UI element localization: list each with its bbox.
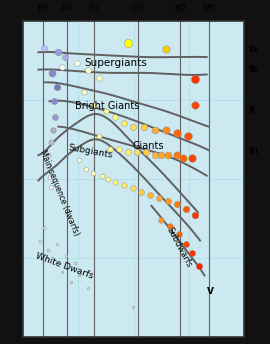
- Point: [175, 152, 179, 158]
- Point: [126, 149, 130, 155]
- Point: [175, 202, 179, 207]
- Text: A0: A0: [61, 4, 73, 13]
- Point: [99, 173, 104, 179]
- Point: [113, 179, 117, 185]
- Point: [113, 115, 117, 120]
- Point: [104, 108, 108, 114]
- Text: B0: B0: [37, 4, 49, 13]
- Text: III: III: [248, 148, 258, 157]
- Point: [144, 149, 148, 155]
- Text: Giants: Giants: [132, 141, 164, 151]
- Text: K0: K0: [174, 4, 186, 13]
- Point: [130, 124, 135, 129]
- Point: [164, 46, 168, 52]
- Point: [122, 121, 126, 126]
- Point: [108, 146, 113, 152]
- Point: [93, 102, 97, 107]
- Text: White Dwarfs: White Dwarfs: [34, 251, 94, 280]
- Text: Bright Giants: Bright Giants: [75, 101, 139, 111]
- Point: [177, 232, 181, 237]
- Point: [47, 174, 52, 180]
- Point: [186, 133, 190, 139]
- Point: [51, 127, 55, 132]
- Point: [175, 130, 179, 136]
- Point: [97, 75, 102, 80]
- Point: [46, 163, 50, 169]
- Point: [126, 40, 130, 45]
- Point: [192, 76, 197, 82]
- Point: [59, 64, 64, 69]
- Point: [77, 273, 82, 278]
- Point: [53, 115, 57, 120]
- Point: [135, 149, 139, 155]
- Point: [157, 195, 161, 201]
- Point: [190, 250, 194, 256]
- Point: [164, 127, 168, 132]
- Text: F0: F0: [88, 4, 99, 13]
- Point: [56, 50, 60, 55]
- Point: [141, 124, 146, 129]
- Point: [122, 182, 126, 188]
- Point: [68, 279, 73, 284]
- Point: [86, 67, 90, 73]
- Point: [63, 54, 67, 60]
- Point: [73, 260, 77, 266]
- Point: [197, 263, 201, 269]
- Text: Supergiants: Supergiants: [85, 58, 147, 68]
- Point: [50, 70, 54, 76]
- Point: [166, 198, 170, 204]
- Text: M0: M0: [202, 4, 216, 13]
- Point: [117, 146, 122, 152]
- Point: [84, 166, 88, 172]
- Point: [139, 189, 144, 194]
- Point: [153, 127, 157, 132]
- Point: [184, 241, 188, 247]
- Point: [159, 217, 164, 223]
- Point: [64, 254, 68, 259]
- Text: Main sequence (dwarfs): Main sequence (dwarfs): [38, 149, 81, 237]
- Point: [130, 186, 135, 191]
- Point: [90, 170, 95, 175]
- Point: [49, 140, 53, 145]
- Point: [153, 152, 157, 158]
- Point: [192, 102, 197, 107]
- Point: [190, 155, 194, 161]
- Point: [168, 224, 172, 229]
- Point: [192, 213, 197, 218]
- Point: [49, 184, 53, 190]
- Point: [75, 61, 79, 66]
- Point: [184, 206, 188, 212]
- Point: [46, 152, 50, 158]
- Point: [130, 304, 135, 310]
- Text: V: V: [207, 287, 214, 296]
- Point: [55, 84, 59, 90]
- Point: [148, 192, 152, 197]
- Text: Subdwarfs: Subdwarfs: [165, 225, 193, 269]
- Point: [181, 155, 185, 161]
- Point: [46, 247, 50, 253]
- Point: [82, 89, 86, 95]
- Text: G0: G0: [132, 4, 144, 13]
- Text: Subgiants: Subgiants: [68, 144, 113, 160]
- Point: [159, 152, 164, 158]
- Text: II: II: [248, 106, 254, 115]
- Point: [86, 285, 90, 291]
- Point: [55, 241, 59, 247]
- Point: [59, 269, 64, 275]
- Point: [42, 45, 46, 50]
- Point: [52, 99, 56, 104]
- Text: Ib: Ib: [248, 65, 257, 74]
- Point: [37, 238, 42, 243]
- Point: [97, 133, 102, 139]
- Point: [106, 176, 110, 182]
- Point: [77, 157, 82, 163]
- Text: Ia: Ia: [248, 45, 257, 54]
- Point: [166, 152, 170, 158]
- Point: [42, 225, 46, 231]
